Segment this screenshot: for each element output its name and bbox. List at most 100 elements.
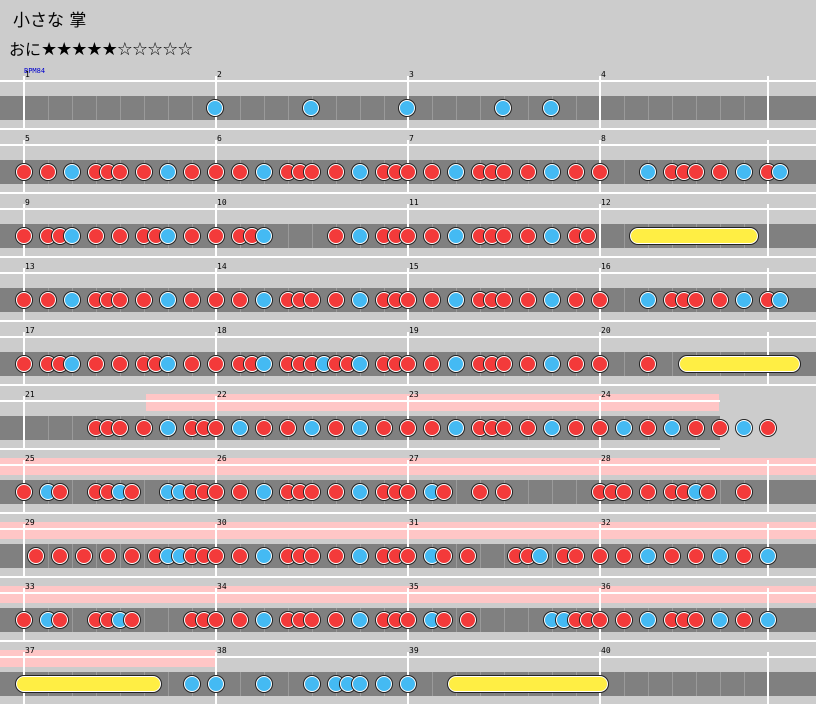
- don-note: [112, 164, 128, 180]
- ka-note: [160, 420, 176, 436]
- ka-note: [400, 676, 416, 692]
- ka-note: [544, 228, 560, 244]
- drumroll: [16, 676, 161, 692]
- ka-note: [207, 100, 224, 116]
- don-note: [688, 548, 704, 564]
- ka-note: [160, 164, 176, 180]
- measure-number: 35: [409, 582, 419, 591]
- beat-line: [672, 672, 673, 696]
- don-note: [40, 292, 56, 308]
- don-note: [304, 484, 320, 500]
- beat-line: [144, 608, 145, 632]
- ka-note: [256, 164, 272, 180]
- don-note: [568, 548, 584, 564]
- don-note: [640, 356, 656, 372]
- song-title: 小さな 掌: [13, 11, 87, 31]
- measure-number: 17: [25, 326, 35, 335]
- difficulty-label: おに: [9, 40, 42, 59]
- beat-line: [432, 96, 433, 120]
- don-note: [232, 612, 248, 628]
- beat-line: [744, 672, 745, 696]
- beat-line: [456, 544, 457, 568]
- gogo-band: [145, 394, 720, 411]
- drumroll: [630, 228, 758, 244]
- ka-note: [736, 420, 752, 436]
- beat-line: [120, 544, 121, 568]
- don-note: [16, 228, 32, 244]
- ka-note: [543, 100, 560, 116]
- don-note: [328, 484, 344, 500]
- ka-note: [352, 420, 368, 436]
- don-note: [304, 292, 320, 308]
- don-note: [592, 356, 608, 372]
- measure-number: 39: [409, 646, 419, 655]
- don-note: [208, 484, 224, 500]
- ka-note: [399, 100, 416, 116]
- beat-line: [624, 288, 625, 312]
- beat-line: [696, 96, 697, 120]
- measure-number: 31: [409, 518, 419, 527]
- ka-note: [736, 292, 752, 308]
- ka-note: [352, 292, 368, 308]
- don-note: [52, 612, 69, 628]
- don-note: [472, 484, 488, 500]
- ka-note: [376, 676, 392, 692]
- don-note: [304, 548, 320, 564]
- ka-note: [303, 100, 320, 116]
- beat-line: [264, 96, 265, 120]
- ka-note: [304, 676, 320, 692]
- don-note: [112, 356, 128, 372]
- don-note: [232, 484, 248, 500]
- ka-note: [64, 292, 80, 308]
- beat-line: [552, 480, 553, 504]
- measure-number: 30: [217, 518, 227, 527]
- measure-number: 10: [217, 198, 227, 207]
- measure-number: 15: [409, 262, 419, 271]
- don-note: [436, 484, 453, 500]
- don-note: [736, 484, 752, 500]
- lane-border-bottom: [0, 512, 816, 514]
- don-note: [460, 548, 477, 564]
- measure-number: 27: [409, 454, 419, 463]
- don-note: [124, 484, 141, 500]
- measure-number: 29: [25, 518, 35, 527]
- beat-line: [672, 96, 673, 120]
- measure-number: 36: [601, 582, 611, 591]
- don-note: [424, 356, 440, 372]
- don-note: [400, 356, 416, 372]
- don-note: [520, 420, 536, 436]
- ka-note: [208, 676, 224, 692]
- measure-number: 22: [217, 390, 227, 399]
- don-note: [256, 420, 272, 436]
- measure-number: 3: [409, 70, 414, 79]
- chart-row: 21 22 23 24: [0, 390, 816, 450]
- ka-note: [640, 548, 656, 564]
- don-note: [436, 548, 453, 564]
- don-note: [568, 164, 584, 180]
- measure-number: 1: [25, 70, 30, 79]
- don-note: [328, 228, 344, 244]
- measure-bar: [767, 204, 769, 256]
- don-note: [760, 420, 776, 436]
- don-note: [208, 228, 224, 244]
- beat-line: [96, 96, 97, 120]
- beat-line: [528, 608, 529, 632]
- don-note: [496, 164, 512, 180]
- don-note: [136, 292, 152, 308]
- beat-line: [144, 96, 145, 120]
- beat-line: [528, 96, 529, 120]
- don-note: [400, 164, 416, 180]
- lane-border-bottom: [0, 448, 720, 450]
- don-note: [640, 420, 656, 436]
- beat-line: [648, 672, 649, 696]
- beat-line: [576, 96, 577, 120]
- measure-number: 11: [409, 198, 419, 207]
- beat-line: [432, 672, 433, 696]
- ka-note: [256, 612, 272, 628]
- ka-note: [232, 420, 248, 436]
- beat-line: [624, 224, 625, 248]
- don-note: [232, 292, 248, 308]
- don-note: [124, 548, 141, 564]
- don-note: [592, 548, 608, 564]
- ka-note: [448, 228, 464, 244]
